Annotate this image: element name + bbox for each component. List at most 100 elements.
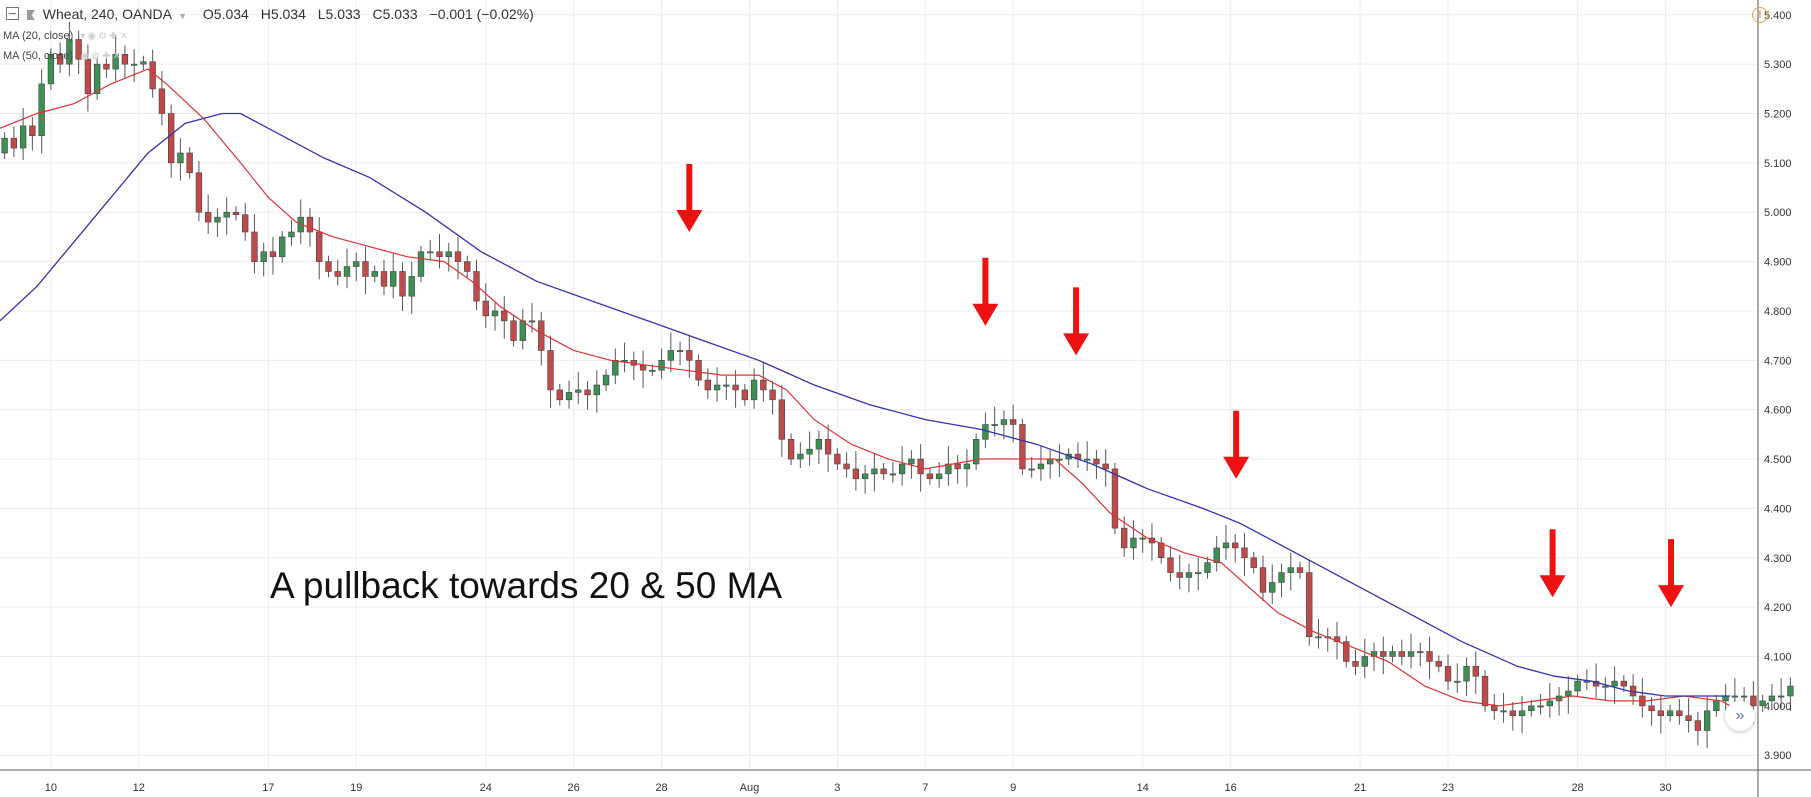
candle (1000, 410, 1008, 440)
candle (1278, 563, 1285, 598)
candle (1130, 520, 1137, 560)
candle (223, 197, 230, 235)
candle (1084, 441, 1091, 471)
candle (556, 384, 563, 406)
candle (1102, 449, 1109, 487)
alert-icon[interactable]: ! (1752, 7, 1768, 23)
flag-icon[interactable] (26, 10, 35, 20)
candle (390, 253, 397, 299)
candle (1407, 633, 1415, 669)
indicator-ma50[interactable]: MA (50, close) ◉⚙✚✕ (3, 50, 123, 62)
candle (399, 262, 406, 311)
candle (1343, 635, 1350, 668)
y-tick-label: 5.200 (1764, 109, 1792, 121)
candle (565, 380, 573, 409)
candle (584, 381, 591, 410)
series-legend: Wheat, 240, OANDA ▼ O5.034 H5.034 L5.033… (6, 6, 542, 22)
x-tick-label: 12 (133, 782, 145, 794)
x-tick-label: 10 (45, 782, 57, 794)
candle (66, 21, 73, 77)
candle (889, 462, 897, 483)
candle (1306, 560, 1313, 646)
candle (1703, 695, 1711, 749)
candle (1472, 651, 1479, 694)
candle (1491, 693, 1498, 720)
candle (10, 126, 18, 157)
candle (56, 42, 64, 74)
x-tick-label: 19 (350, 782, 362, 794)
indicator-tools-icon[interactable]: ◉⚙✚✕ (80, 51, 123, 62)
candle (972, 433, 980, 470)
candle (1222, 525, 1230, 560)
chart-grid (0, 0, 1758, 770)
candle (75, 30, 82, 75)
candle (1241, 533, 1248, 576)
candle (140, 55, 147, 71)
candle (612, 348, 619, 385)
candle (168, 104, 175, 178)
pullback-arrow (1223, 410, 1250, 479)
candle (427, 239, 434, 261)
candle (1213, 536, 1220, 572)
candle (1167, 545, 1174, 582)
candle (93, 58, 101, 100)
scroll-to-realtime-button[interactable]: » (1725, 701, 1755, 731)
candle (1195, 557, 1202, 591)
pullback-arrow (1063, 287, 1090, 356)
x-tick-label: 16 (1224, 782, 1236, 794)
candle (279, 231, 286, 263)
x-tick-label: 9 (1010, 782, 1016, 794)
pullback-arrow (1539, 529, 1566, 598)
candle (1380, 636, 1387, 675)
candle (1, 132, 8, 159)
candle (1074, 442, 1082, 468)
candle (602, 369, 610, 391)
candle (1250, 551, 1257, 574)
candle (1398, 639, 1405, 666)
candle (1047, 450, 1054, 479)
indicator-ma20-label: MA (20, close) (3, 30, 74, 42)
candle (713, 367, 721, 402)
candle (519, 308, 526, 350)
candle (630, 351, 637, 381)
candle (334, 259, 341, 286)
ohlc-values: O5.034 H5.034 L5.033 C5.033 −0.001 (−0.0… (203, 6, 542, 22)
candle (380, 259, 388, 296)
x-tick-label: 23 (1442, 782, 1454, 794)
candle (1287, 552, 1294, 591)
candle (1093, 450, 1100, 479)
indicator-tools-icon[interactable]: ▾◉⚙✚✕ (80, 31, 130, 42)
x-tick-label: 17 (262, 782, 274, 794)
candle (1009, 404, 1017, 443)
candle (1324, 627, 1331, 652)
candle (760, 362, 767, 402)
indicator-ma20[interactable]: MA (20, close) ▾◉⚙✚✕ (3, 30, 130, 42)
candle (908, 450, 915, 479)
candle (926, 467, 934, 485)
ma50-line (0, 112, 1731, 697)
x-tick-label: 30 (1659, 782, 1671, 794)
candle (1259, 555, 1267, 602)
x-tick-label: 24 (480, 782, 492, 794)
x-tick-label: 28 (1571, 782, 1583, 794)
candle (1602, 677, 1609, 701)
candle (19, 108, 27, 160)
chevron-down-icon[interactable]: ▼ (178, 11, 187, 21)
collapse-toggle-icon[interactable] (6, 7, 19, 20)
candle (871, 454, 878, 492)
candle (47, 48, 55, 90)
y-tick-label: 4.700 (1764, 355, 1792, 367)
candle (1629, 674, 1637, 705)
candle (1389, 645, 1396, 663)
x-tick-label: 26 (568, 782, 580, 794)
candle (667, 332, 674, 373)
candle (1139, 529, 1146, 553)
candle (954, 455, 961, 484)
candle (639, 350, 647, 388)
y-tick-label: 4.100 (1764, 651, 1792, 663)
candle (1713, 694, 1720, 717)
candle (945, 446, 952, 486)
symbol-title[interactable]: Wheat, 240, OANDA (42, 6, 172, 22)
candle (1037, 446, 1045, 481)
